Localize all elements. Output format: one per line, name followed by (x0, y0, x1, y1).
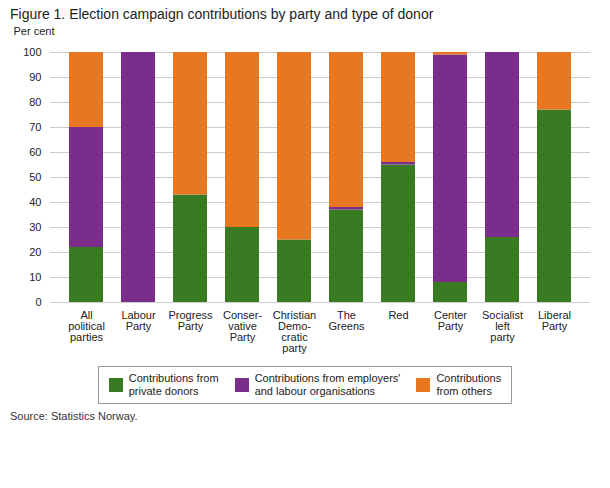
html-text:Contributions from private don: Contributions from private donors (128, 372, 219, 398)
svg-text:ChristianDemo-craticparty: ChristianDemo-craticparty (273, 309, 316, 354)
html-text:Contributions from others: Contributions from others (436, 372, 502, 398)
svg-text:TheGreens: TheGreens (328, 309, 365, 332)
svg-text:60: 60 (29, 146, 41, 158)
svg-text:80: 80 (29, 96, 41, 108)
svg-text:Red: Red (388, 309, 408, 321)
svg-text:LiberalParty: LiberalParty (538, 309, 571, 332)
svg-text:Conser-vativeParty: Conser-vativeParty (223, 309, 262, 343)
html-text:Contributions from employers': Contributions from employers' and labour… (254, 372, 401, 398)
svg-text:Per cent: Per cent (14, 25, 55, 37)
svg-text:Socialistleftparty: Socialistleftparty (482, 309, 523, 343)
svg-text:LabourParty: LabourParty (121, 309, 156, 332)
svg-text:ProgressParty: ProgressParty (168, 309, 213, 332)
svg-text:0: 0 (35, 296, 41, 308)
svg-text:90: 90 (29, 71, 41, 83)
svg-text:20: 20 (29, 246, 41, 258)
svg-text:70: 70 (29, 121, 41, 133)
html-text:Figure 1. Election campaign co: Figure 1. Election campaign contribution… (10, 6, 434, 22)
html-text:Source: Statistics Norway.: Source: Statistics Norway. (10, 410, 138, 423)
svg-text:100: 100 (23, 46, 41, 58)
svg-text:30: 30 (29, 221, 41, 233)
svg-text:10: 10 (29, 271, 41, 283)
svg-text:40: 40 (29, 196, 41, 208)
svg-text:50: 50 (29, 171, 41, 183)
svg-text:CenterParty: CenterParty (434, 309, 467, 332)
svg-text:Allpoliticalparties: Allpoliticalparties (68, 309, 105, 343)
